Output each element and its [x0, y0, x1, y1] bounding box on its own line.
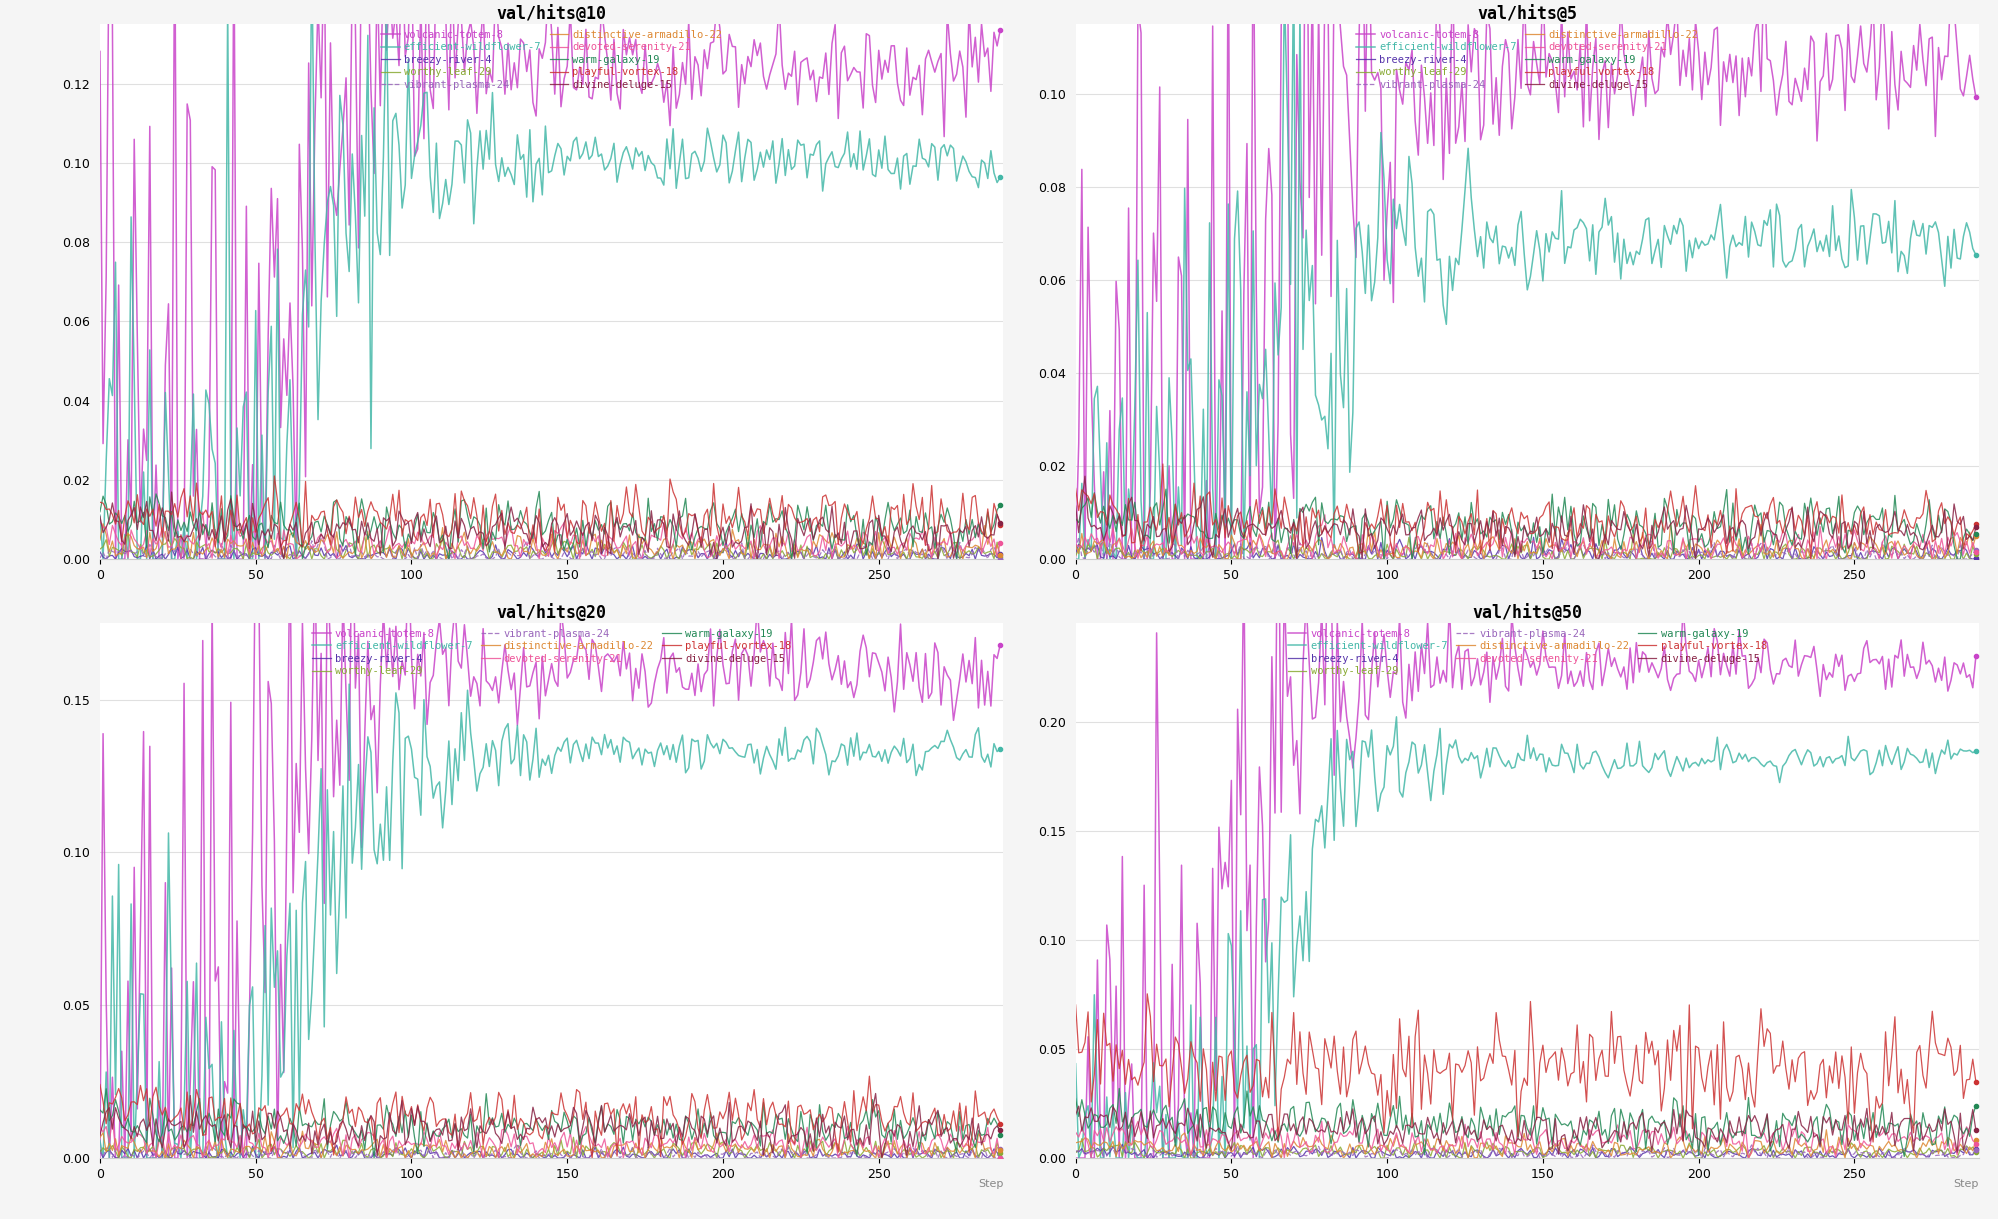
Legend: volcanic-totem-8, efficient-wildflower-7, breezy-river-4, worthy-leaf-29, vibran: volcanic-totem-8, efficient-wildflower-7…	[1357, 29, 1696, 90]
Text: Step: Step	[1952, 1180, 1978, 1190]
Title: val/hits@10: val/hits@10	[496, 5, 605, 23]
Title: val/hits@20: val/hits@20	[496, 603, 605, 622]
Title: val/hits@5: val/hits@5	[1477, 5, 1576, 23]
Text: Step: Step	[977, 1180, 1003, 1190]
Legend: volcanic-totem-8, efficient-wildflower-7, breezy-river-4, worthy-leaf-29, vibran: volcanic-totem-8, efficient-wildflower-7…	[382, 29, 721, 90]
Legend: volcanic-totem-8, efficient-wildflower-7, breezy-river-4, worthy-leaf-29, vibran: volcanic-totem-8, efficient-wildflower-7…	[1287, 629, 1766, 677]
Title: val/hits@50: val/hits@50	[1473, 603, 1582, 622]
Legend: volcanic-totem-8, efficient-wildflower-7, breezy-river-4, worthy-leaf-29, vibran: volcanic-totem-8, efficient-wildflower-7…	[312, 629, 791, 677]
